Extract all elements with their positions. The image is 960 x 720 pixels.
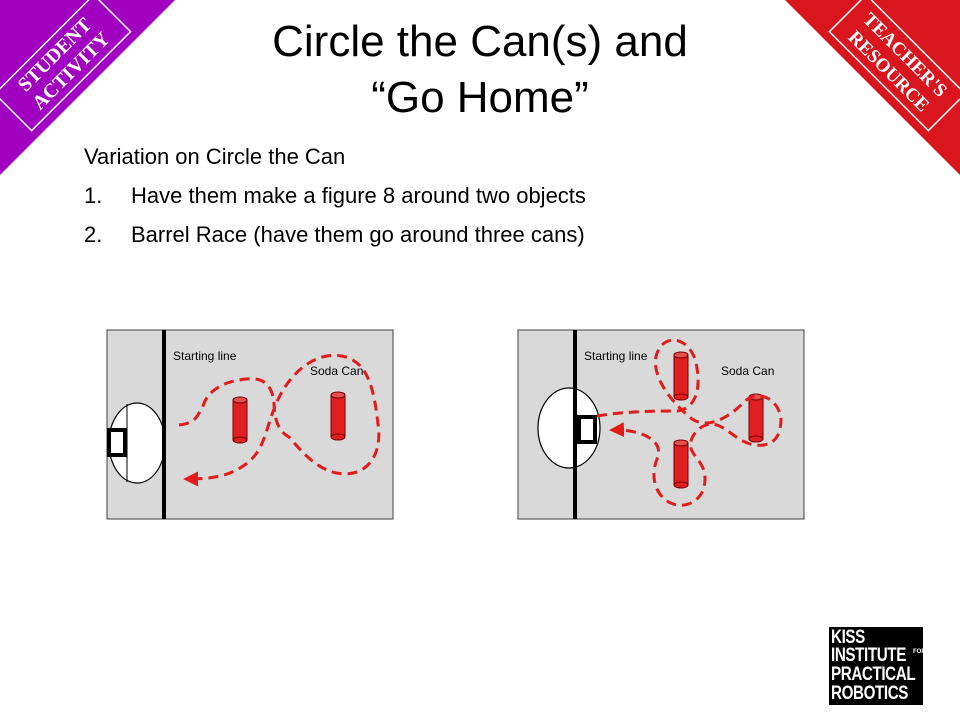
logo-for: FOR <box>913 649 926 655</box>
soda-can <box>748 393 764 443</box>
title-line-1: Circle the Can(s) and <box>272 17 688 66</box>
starting-line-label: Starting line <box>584 349 648 363</box>
logo-line-1: KISS <box>831 627 865 648</box>
starting-line-label: Starting line <box>173 349 237 363</box>
student-activity-badge: STUDENT ACTIVITY <box>0 0 175 175</box>
list-item: 1. Have them make a figure 8 around two o… <box>84 182 586 221</box>
figure-eight-diagram: Starting line Soda Can <box>106 329 394 520</box>
list-item-text: Barrel Race (have them go around three c… <box>131 222 585 247</box>
slide-title: Circle the Can(s) and “Go Home” <box>180 14 780 126</box>
barrel-race-diagram: Starting line Soda Can <box>517 329 805 520</box>
logo-line-4: ROBOTICS <box>831 683 909 704</box>
soda-can <box>673 351 689 401</box>
robot-path <box>596 338 783 507</box>
intro-text: Variation on Circle the Can <box>84 144 346 169</box>
slide-content: Variation on Circle the Can 1. Have them … <box>84 143 586 260</box>
teacher-resource-badge: TEACHER'S RESOURCE <box>785 0 960 175</box>
soda-can-label: Soda Can <box>721 364 774 378</box>
home-base <box>537 387 601 469</box>
soda-can <box>330 391 346 441</box>
title-line-2: “Go Home” <box>371 73 589 122</box>
list-item-number: 2. <box>84 222 103 247</box>
list-item-text: Have them make a figure 8 around two obj… <box>131 183 586 208</box>
list-item: 2. Barrel Race (have them go around three… <box>84 221 586 260</box>
robot-icon <box>577 415 597 444</box>
robot-icon <box>107 428 127 457</box>
robot-path <box>178 354 381 487</box>
logo-line-3: PRACTICAL <box>831 664 916 685</box>
logo-line-2: INSTITUTE <box>831 645 906 666</box>
kipr-logo: KISS INSTITUTE FOR PRACTICAL ROBOTICS <box>829 627 926 705</box>
soda-can-label: Soda Can <box>310 364 363 378</box>
list-item-number: 1. <box>84 183 103 208</box>
soda-can <box>673 439 689 489</box>
soda-can <box>232 396 248 444</box>
